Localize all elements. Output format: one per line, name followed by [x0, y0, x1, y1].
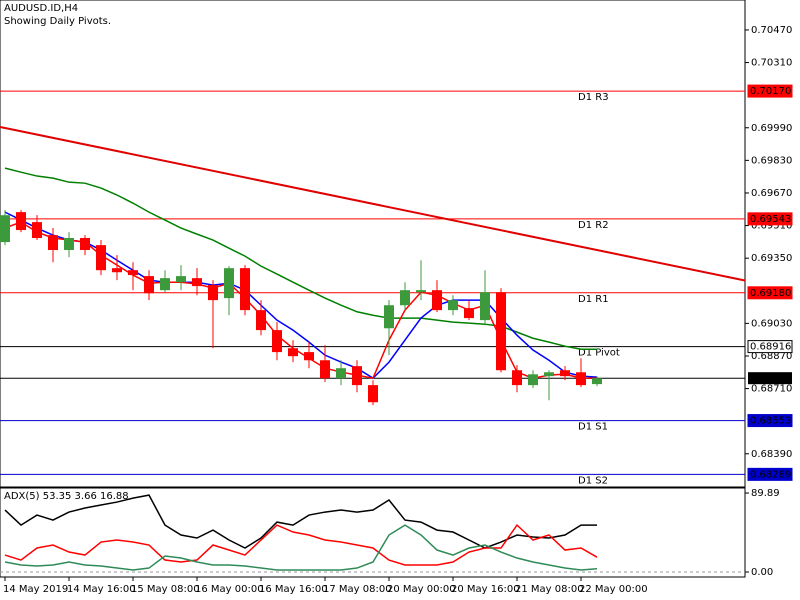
- candle-body: [224, 268, 234, 299]
- candle-body: [432, 290, 442, 311]
- indicator-line: [4, 523, 598, 566]
- y-tick-label: 0.69350: [751, 253, 792, 264]
- x-tick-label: 16 May 00:00: [195, 584, 264, 595]
- price-box: [747, 212, 793, 226]
- y-tick-label: 0.69510: [751, 221, 792, 232]
- candle-body: [368, 385, 378, 403]
- candle-body: [528, 374, 538, 386]
- pivot-label: D1 R1: [578, 294, 609, 305]
- price-box-label: 0.68289: [750, 469, 791, 480]
- candle-body: [112, 268, 122, 273]
- y-tick-label: 0.69030: [751, 318, 792, 329]
- candle-body: [256, 310, 266, 331]
- candle-body: [32, 222, 42, 238]
- candle-body: [144, 276, 154, 294]
- candle-body: [512, 370, 522, 386]
- candle-body: [560, 370, 570, 377]
- trendline: [0, 125, 746, 282]
- price-box-label: 0.68916: [750, 342, 791, 353]
- pivot-label: D1 S2: [578, 475, 608, 486]
- x-tick-label: 20 May 16:00: [451, 584, 520, 595]
- price-box-label: 0.70170: [750, 86, 791, 97]
- price-box-label: 0.68553: [750, 416, 791, 427]
- y-tick-label: 0.69830: [751, 155, 792, 166]
- x-tick-label: 14 May 2019: [3, 584, 68, 595]
- x-tick-label: 17 May 08:00: [323, 584, 392, 595]
- price-box: [747, 467, 793, 481]
- indicator-line: [4, 494, 598, 549]
- candle-body: [384, 305, 394, 329]
- candle-body: [80, 237, 90, 251]
- candle-body: [304, 352, 314, 361]
- y-tick-label: 0.68390: [751, 449, 792, 460]
- pivot-label: D1 R2: [578, 220, 609, 231]
- candle-body: [576, 372, 586, 386]
- candle-body: [160, 278, 170, 291]
- x-tick-label: 14 May 16:00: [67, 584, 136, 595]
- candle-body: [208, 285, 218, 301]
- candle-body: [464, 308, 474, 319]
- candle-body: [336, 368, 346, 379]
- y-tick-label: 0.68870: [751, 351, 792, 362]
- price-box: [747, 84, 793, 98]
- candle-body: [0, 215, 10, 243]
- x-tick-label: 21 May 08:00: [515, 584, 584, 595]
- candle-body: [288, 348, 298, 357]
- y-tick-label: 0.68710: [751, 384, 792, 395]
- candle-body: [496, 292, 506, 371]
- x-tick-label: 16 May 16:00: [259, 584, 328, 595]
- candle-body: [64, 237, 74, 251]
- candle-body: [48, 235, 58, 251]
- y-tick-label: 0.70470: [751, 25, 792, 36]
- y-tick-label: 0.69670: [751, 188, 792, 199]
- price-box: [747, 414, 793, 428]
- price-box: [747, 286, 793, 300]
- y-tick-label: 0.70310: [751, 58, 792, 69]
- candle-body: [480, 292, 490, 321]
- candle-body: [592, 378, 602, 385]
- price-box: [748, 372, 792, 385]
- chart-subtitle: Showing Daily Pivots.: [4, 16, 111, 27]
- candle-body: [96, 245, 106, 271]
- candle-body: [176, 276, 186, 283]
- x-tick-label: 15 May 08:00: [131, 584, 200, 595]
- candle-body: [416, 290, 426, 293]
- pivot-label: D1 Pivot: [578, 348, 620, 359]
- candle-body: [352, 366, 362, 386]
- current-price-label: 0.68761: [750, 373, 791, 384]
- x-tick-label: 22 May 00:00: [579, 584, 648, 595]
- indicator-line: [4, 524, 598, 571]
- chart-title: AUDUSD.ID,H4: [4, 3, 78, 14]
- candle-body: [272, 330, 282, 353]
- candle-body: [320, 360, 330, 379]
- candle-body: [544, 372, 554, 377]
- x-tick-label: 20 May 00:00: [387, 584, 456, 595]
- price-box-label: 0.69180: [750, 288, 791, 299]
- y-tick-label: 0.00: [751, 567, 773, 578]
- candle-body: [16, 212, 26, 231]
- candle-body: [240, 268, 250, 311]
- y-tick-label: 0.69990: [751, 123, 792, 134]
- pivot-label: D1 R3: [578, 92, 609, 103]
- main-panel: [0, 0, 746, 488]
- candle-body: [192, 278, 202, 287]
- candle-body: [448, 300, 458, 311]
- price-box-label: 0.69543: [750, 214, 791, 225]
- price-box: [747, 340, 793, 354]
- candle-body: [128, 270, 138, 276]
- pivot-label: D1 S1: [578, 422, 608, 433]
- adx-title: ADX(5) 53.35 3.66 16.88: [4, 491, 129, 502]
- y-tick-label: 89.89: [751, 488, 780, 499]
- candle-body: [400, 290, 410, 306]
